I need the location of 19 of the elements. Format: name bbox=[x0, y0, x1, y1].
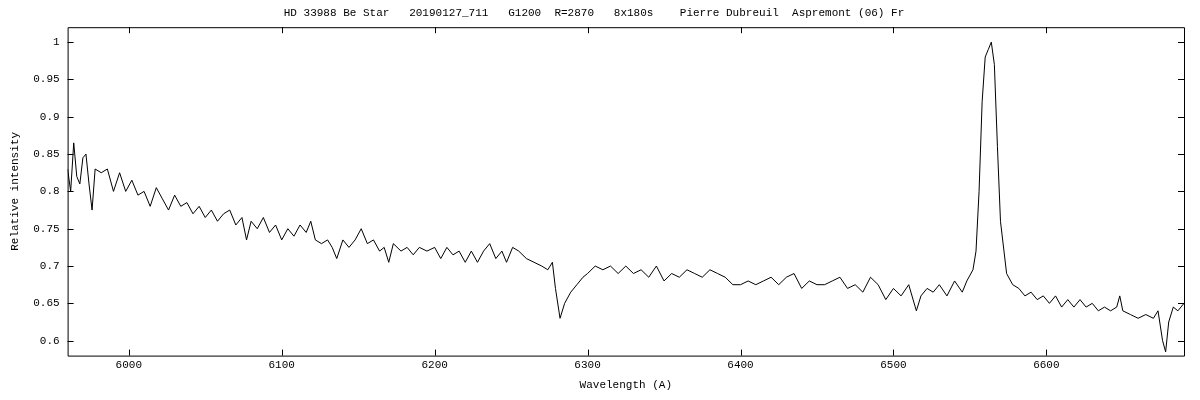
y-tick-label: 0.85 bbox=[33, 147, 60, 160]
y-tick-label: 0.75 bbox=[33, 222, 60, 235]
x-tick-label: 6600 bbox=[1033, 359, 1060, 372]
y-tick-label: 0.8 bbox=[39, 185, 60, 198]
x-tick-label: 6200 bbox=[421, 359, 448, 372]
x-tick-label: 6400 bbox=[727, 359, 754, 372]
x-tick-label: 6000 bbox=[115, 359, 142, 372]
x-axis-title: Wavelength (A) bbox=[579, 379, 673, 392]
x-tick-label: 6500 bbox=[880, 359, 907, 372]
y-tick-label: 0.7 bbox=[39, 259, 60, 272]
y-axis-title: Relative intensity bbox=[8, 131, 21, 251]
y-tick-label: 0.9 bbox=[39, 110, 60, 123]
y-tick-label: 0.95 bbox=[33, 73, 60, 86]
x-tick-label: 6100 bbox=[268, 359, 295, 372]
chart-title: HD 33988 Be Star 20190127_711 G1200 R=2870 8x180s Pierre Dubreuil Aspremont (06) Fr bbox=[283, 6, 905, 19]
y-tick-label: 0.6 bbox=[39, 334, 60, 347]
y-tick-label: 0.65 bbox=[33, 297, 60, 310]
y-tick-label: 1 bbox=[52, 36, 60, 49]
x-tick-label: 6300 bbox=[574, 359, 601, 372]
